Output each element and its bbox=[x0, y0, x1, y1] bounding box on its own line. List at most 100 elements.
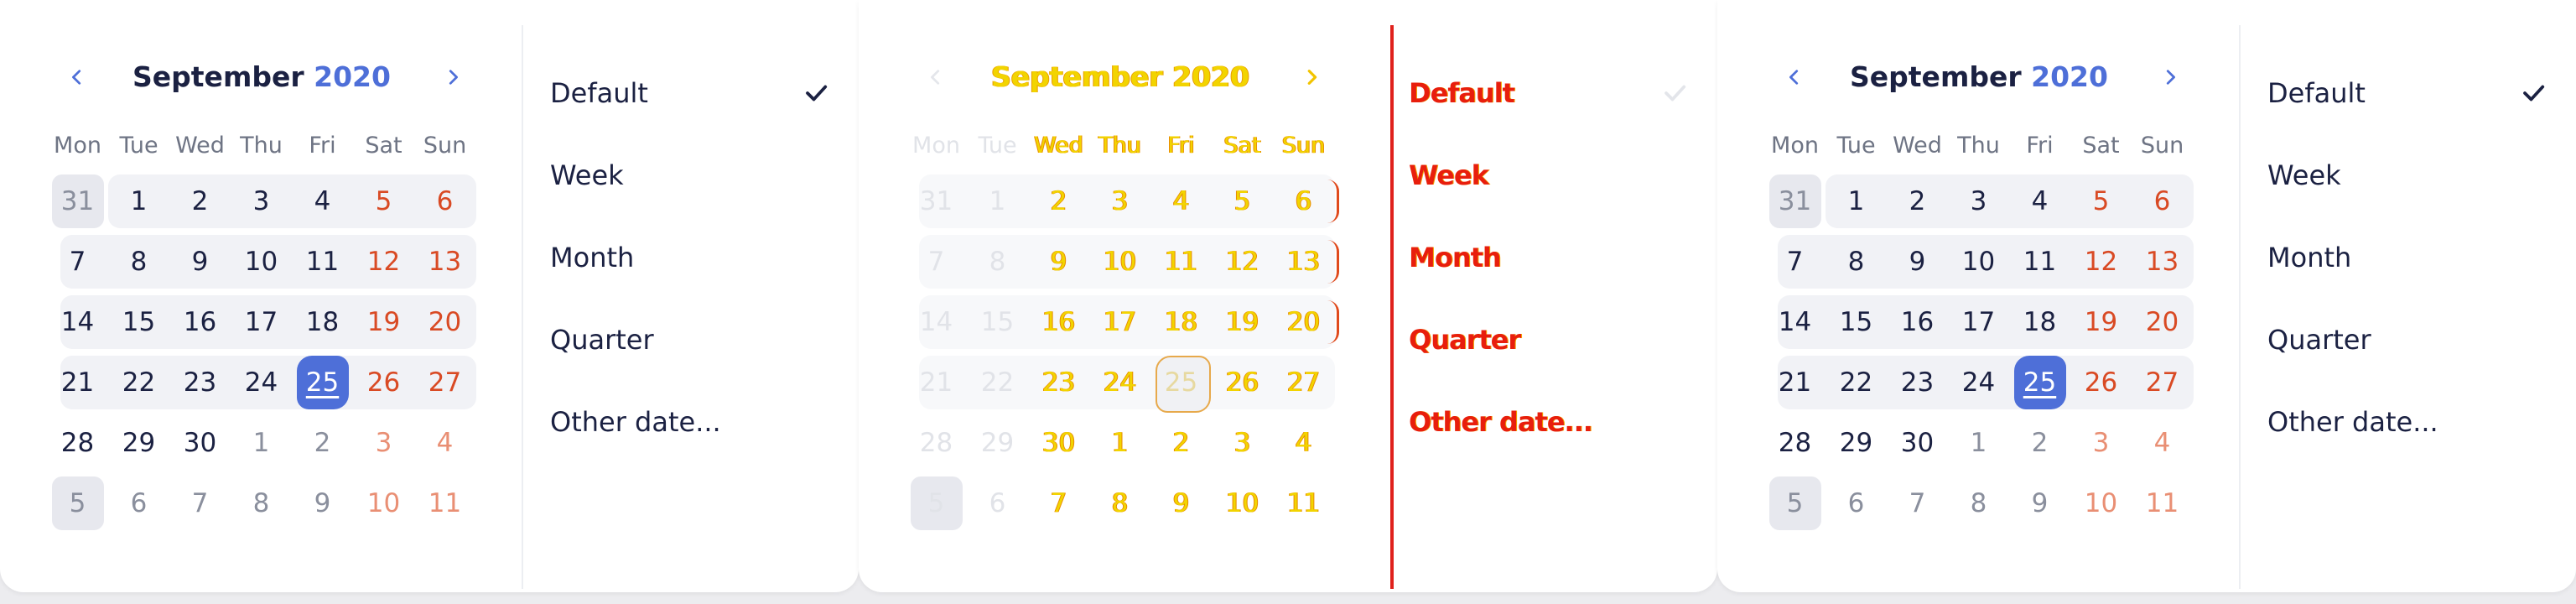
day-cell[interactable]: 7 bbox=[191, 488, 209, 518]
day-cell[interactable]: 6 bbox=[1273, 174, 1339, 228]
prev-month-button[interactable] bbox=[1774, 57, 1815, 97]
day-cell-selected[interactable]: 25 bbox=[2009, 356, 2070, 409]
day-cell[interactable]: 9 bbox=[191, 247, 209, 277]
day-cell[interactable]: 4 bbox=[1172, 186, 1190, 216]
day-cell[interactable]: 24 bbox=[1103, 367, 1137, 398]
day-cell[interactable]: 11 bbox=[428, 488, 462, 518]
day-cell[interactable]: 8 bbox=[1847, 247, 1865, 277]
day-cell[interactable]: 1 bbox=[1970, 428, 1987, 458]
day-cell[interactable]: 10 bbox=[244, 247, 278, 277]
day-cell[interactable]: 14 bbox=[1778, 307, 1812, 337]
day-cell[interactable]: 6 bbox=[130, 488, 148, 518]
menu-item-default[interactable]: Default bbox=[1409, 52, 1694, 134]
day-cell[interactable]: 26 bbox=[2084, 367, 2118, 398]
day-cell[interactable]: 28 bbox=[919, 428, 953, 458]
day-cell[interactable]: 1 bbox=[252, 428, 270, 458]
day-cell[interactable]: 3 bbox=[252, 186, 270, 216]
day-cell[interactable]: 3 bbox=[1111, 186, 1129, 216]
day-cell[interactable]: 14 bbox=[60, 307, 95, 337]
menu-item-week[interactable]: Week bbox=[2267, 134, 2553, 216]
day-cell[interactable]: 8 bbox=[1970, 488, 1987, 518]
day-cell[interactable]: 8 bbox=[252, 488, 270, 518]
day-cell[interactable]: 19 bbox=[1225, 307, 1259, 337]
menu-item-quarter[interactable]: Quarter bbox=[550, 299, 835, 381]
day-cell[interactable]: 28 bbox=[60, 428, 95, 458]
day-cell[interactable]: 26 bbox=[1225, 367, 1259, 398]
day-cell-selected[interactable]: 25 bbox=[1150, 356, 1212, 413]
menu-item-week[interactable]: Week bbox=[550, 134, 835, 216]
year-label[interactable]: 2020 bbox=[314, 60, 391, 93]
day-cell[interactable]: 26 bbox=[366, 367, 401, 398]
day-cell[interactable]: 8 bbox=[130, 247, 148, 277]
day-cell[interactable]: 16 bbox=[1041, 307, 1076, 337]
day-cell[interactable]: 11 bbox=[2145, 488, 2179, 518]
week-row[interactable]: 31 1 2 3 4 5 6 bbox=[47, 174, 476, 228]
day-cell[interactable]: 5 bbox=[2092, 186, 2110, 216]
day-cell[interactable]: 2 bbox=[2031, 428, 2049, 458]
next-month-button[interactable] bbox=[2150, 57, 2190, 97]
day-cell[interactable]: 2 bbox=[191, 186, 209, 216]
week-row[interactable]: 21 22 23 24 25 26 27 bbox=[906, 356, 1335, 413]
menu-item-other-date[interactable]: Other date... bbox=[1409, 381, 1694, 463]
day-cell[interactable]: 7 bbox=[69, 247, 86, 277]
day-cell[interactable]: 20 bbox=[1273, 295, 1339, 349]
week-row[interactable]: 5 6 7 8 9 10 11 bbox=[1764, 476, 2194, 530]
day-cell[interactable]: 10 bbox=[1225, 488, 1259, 518]
day-cell[interactable]: 6 bbox=[436, 186, 454, 216]
day-cell[interactable]: 3 bbox=[1970, 186, 1987, 216]
menu-item-other-date[interactable]: Other date... bbox=[2267, 381, 2553, 463]
year-label[interactable]: 2020 bbox=[2031, 60, 2108, 93]
day-cell[interactable]: 17 bbox=[244, 307, 278, 337]
day-cell[interactable]: 9 bbox=[2031, 488, 2049, 518]
menu-item-month[interactable]: Month bbox=[1409, 216, 1694, 299]
day-cell[interactable]: 11 bbox=[1164, 247, 1198, 277]
day-cell[interactable]: 3 bbox=[1233, 428, 1251, 458]
day-cell[interactable]: 13 bbox=[428, 247, 462, 277]
day-cell[interactable]: 31 bbox=[1764, 174, 1826, 228]
day-cell[interactable]: 19 bbox=[366, 307, 401, 337]
next-month-button[interactable] bbox=[1291, 57, 1332, 97]
day-cell[interactable]: 5 bbox=[47, 476, 108, 530]
day-cell[interactable]: 11 bbox=[305, 247, 340, 277]
day-cell[interactable]: 18 bbox=[1164, 307, 1198, 337]
day-cell[interactable]: 20 bbox=[428, 307, 462, 337]
day-cell[interactable]: 2 bbox=[1050, 186, 1067, 216]
day-cell[interactable]: 11 bbox=[2023, 247, 2057, 277]
day-cell[interactable]: 15 bbox=[980, 307, 1015, 337]
day-cell[interactable]: 9 bbox=[1909, 247, 1926, 277]
day-cell[interactable]: 23 bbox=[1041, 367, 1076, 398]
week-row[interactable]: 28 29 30 1 2 3 4 bbox=[47, 416, 476, 470]
menu-item-quarter[interactable]: Quarter bbox=[2267, 299, 2553, 381]
day-cell[interactable]: 5 bbox=[375, 186, 392, 216]
day-cell[interactable]: 27 bbox=[2145, 367, 2179, 398]
week-row[interactable]: 21 22 23 24 25 26 27 bbox=[1764, 356, 2194, 409]
day-cell[interactable]: 30 bbox=[1900, 428, 1935, 458]
day-cell[interactable]: 1 bbox=[130, 186, 148, 216]
day-cell[interactable]: 27 bbox=[1286, 367, 1321, 398]
day-cell[interactable]: 31 bbox=[919, 186, 953, 216]
day-cell[interactable]: 5 bbox=[1764, 476, 1826, 530]
day-cell[interactable]: 7 bbox=[1786, 247, 1804, 277]
day-cell[interactable]: 29 bbox=[1839, 428, 1873, 458]
day-cell[interactable]: 21 bbox=[919, 367, 953, 398]
day-cell[interactable]: 2 bbox=[314, 428, 331, 458]
day-cell[interactable]: 18 bbox=[305, 307, 340, 337]
day-cell[interactable]: 6 bbox=[2153, 186, 2171, 216]
day-cell[interactable]: 17 bbox=[1961, 307, 1996, 337]
prev-month-button[interactable] bbox=[57, 57, 97, 97]
day-cell[interactable]: 7 bbox=[1050, 488, 1067, 518]
day-cell[interactable]: 7 bbox=[927, 247, 945, 277]
day-cell[interactable]: 15 bbox=[122, 307, 156, 337]
day-cell[interactable]: 9 bbox=[314, 488, 331, 518]
menu-item-month[interactable]: Month bbox=[550, 216, 835, 299]
day-cell[interactable]: 18 bbox=[2023, 307, 2057, 337]
day-cell[interactable]: 9 bbox=[1050, 247, 1067, 277]
day-cell[interactable]: 12 bbox=[1225, 247, 1259, 277]
day-cell[interactable]: 10 bbox=[366, 488, 401, 518]
day-cell[interactable]: 4 bbox=[436, 428, 454, 458]
day-cell[interactable]: 14 bbox=[919, 307, 953, 337]
menu-item-default[interactable]: Default bbox=[2267, 52, 2553, 134]
week-row[interactable]: 28 29 30 1 2 3 4 bbox=[1764, 416, 2194, 470]
day-cell[interactable]: 16 bbox=[1900, 307, 1935, 337]
day-cell[interactable]: 22 bbox=[980, 367, 1015, 398]
